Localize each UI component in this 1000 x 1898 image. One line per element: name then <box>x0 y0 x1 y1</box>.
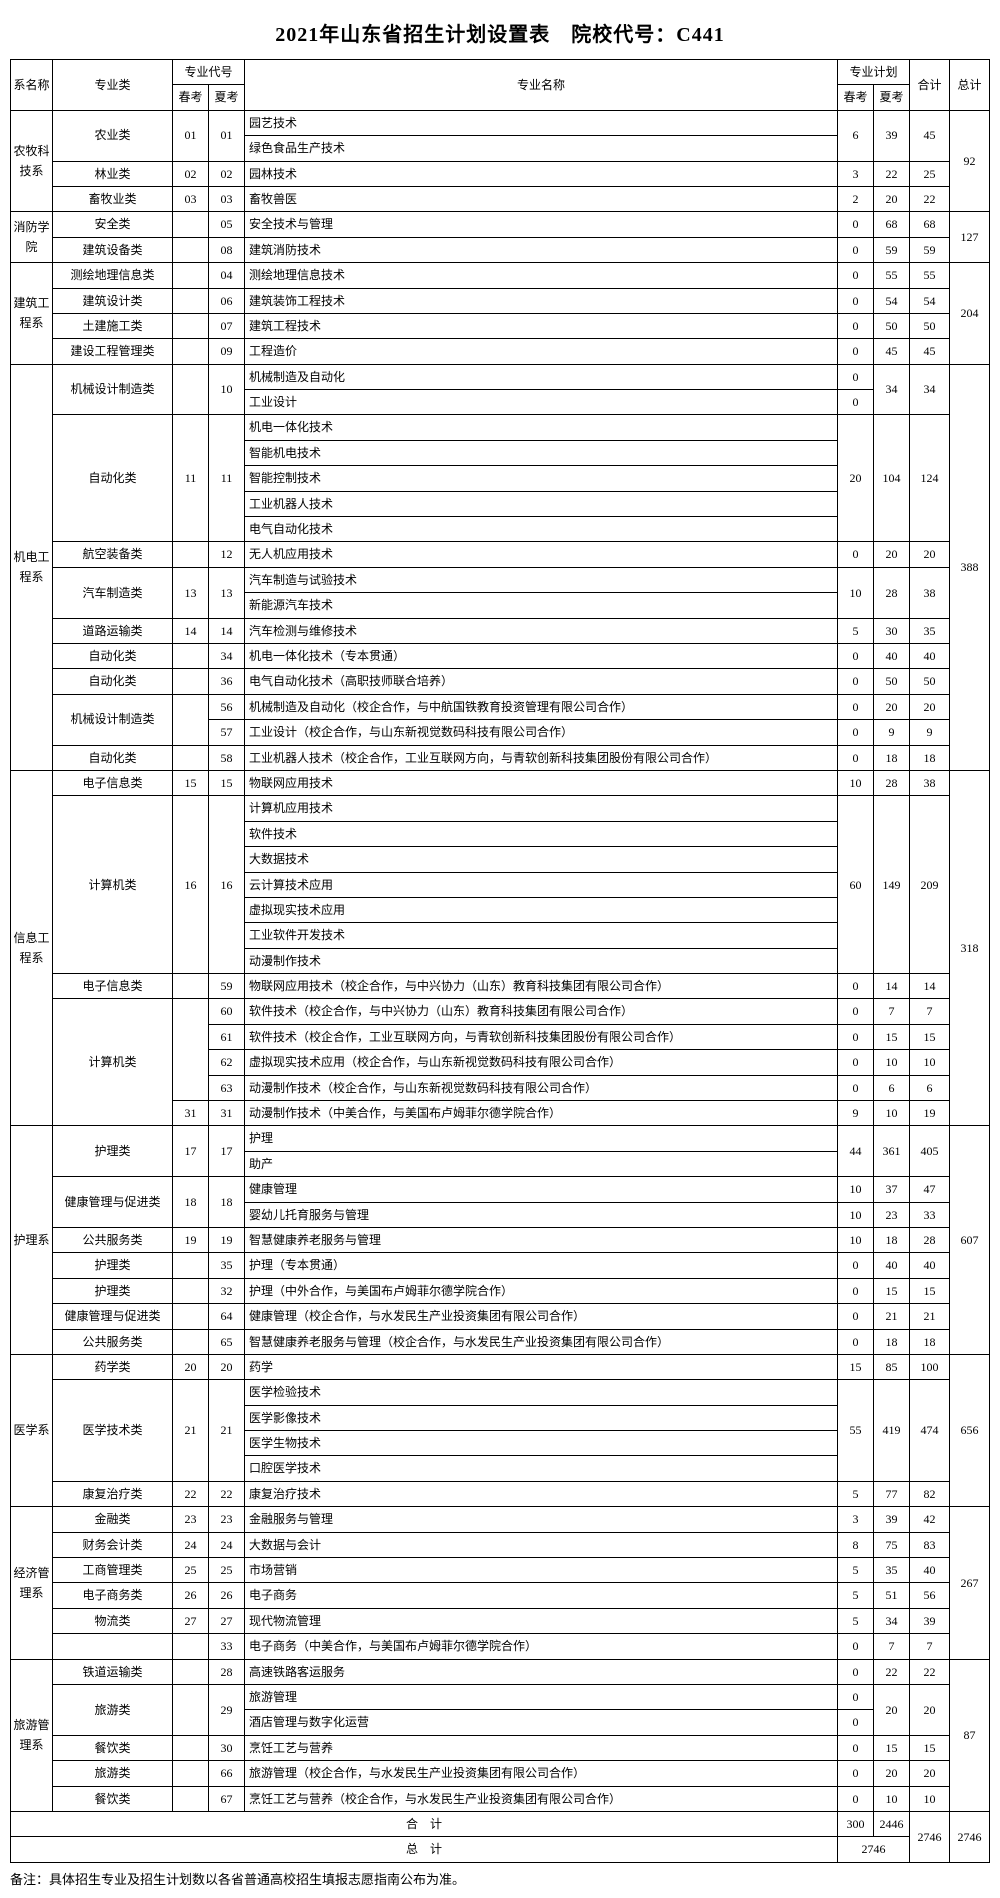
h-sum: 合计 <box>910 60 950 111</box>
table-row: 医学技术类2121 医学检验技术 55419474 <box>11 1380 990 1405</box>
table-row: 汽车制造类1313 汽车制造与试验技术 102838 <box>11 567 990 592</box>
cat-cell: 农业类 <box>53 110 173 161</box>
table-row: 建筑设计类06建筑装饰工程技术05454 <box>11 288 990 313</box>
h-total: 总计 <box>950 60 990 111</box>
table-row: 护理系 护理类1717 护理 44361405 607 <box>11 1126 990 1151</box>
table-row: 餐饮类67烹饪工艺与营养（校企合作，与水发民生产业投资集团有限公司合作）0101… <box>11 1786 990 1811</box>
total-label: 总 计 <box>11 1837 838 1862</box>
grand-sum: 2746 <box>910 1811 950 1862</box>
h-code-group: 专业代号 <box>173 60 245 85</box>
total-merged: 2746 <box>837 1837 909 1862</box>
h-code-spring: 春考 <box>173 85 209 110</box>
table-row: 康复治疗类2222康复治疗技术57782 <box>11 1481 990 1506</box>
sum-summer: 2446 <box>873 1811 909 1836</box>
h-plan-spring: 春考 <box>837 85 873 110</box>
sum-row: 合 计 300 2446 2746 2746 <box>11 1811 990 1836</box>
table-row: 建筑设备类08 建筑消防技术05959 <box>11 237 990 262</box>
enrollment-table: 系名称 专业类 专业代号 专业名称 专业计划 合计 总计 春考 夏考 春考 夏考… <box>10 59 990 1863</box>
table-row: 健康管理与促进类64健康管理（校企合作，与水发民生产业投资集团有限公司合作）02… <box>11 1304 990 1329</box>
total-row: 总 计 2746 <box>11 1837 990 1862</box>
table-row: 自动化类34机电一体化技术（专本贯通）04040 <box>11 643 990 668</box>
table-row: 畜牧业类0303 畜牧兽医22022 <box>11 186 990 211</box>
h-major-name: 专业名称 <box>245 60 838 111</box>
table-row: 旅游类29 旅游管理0 2020 <box>11 1685 990 1710</box>
table-row: 公共服务类65智慧健康养老服务与管理（校企合作，与水发民生产业投资集团有限公司合… <box>11 1329 990 1354</box>
h-category: 专业类 <box>53 60 173 111</box>
table-row: 旅游管理系 铁道运输类28 高速铁路客运服务02222 87 <box>11 1659 990 1684</box>
table-row: 航空装备类12无人机应用技术02020 <box>11 542 990 567</box>
sum-label: 合 计 <box>11 1811 838 1836</box>
table-row: 农牧科技系 农业类 01 01 园艺技术 6 39 45 92 <box>11 110 990 135</box>
table-row: 建筑工程系 测绘地理信息类04 测绘地理信息技术05555 204 <box>11 263 990 288</box>
table-row: 计算机类60 软件技术（校企合作，与中兴协力（山东）教育科技集团有限公司合作）0… <box>11 999 990 1024</box>
table-row: 健康管理与促进类1818 健康管理103747 <box>11 1177 990 1202</box>
sum-spring: 300 <box>837 1811 873 1836</box>
h-plan-summer: 夏考 <box>873 85 909 110</box>
table-row: 计算机类1616 计算机应用技术 60149209 <box>11 796 990 821</box>
table-row: 物流类2727现代物流管理53439 <box>11 1608 990 1633</box>
footnote: 备注：具体招生专业及招生计划数以各省普通高校招生填报志愿指南公布为准。 <box>10 1869 990 1888</box>
h-code-summer: 夏考 <box>209 85 245 110</box>
table-row: 旅游类66旅游管理（校企合作，与水发民生产业投资集团有限公司合作）02020 <box>11 1761 990 1786</box>
h-dept: 系名称 <box>11 60 53 111</box>
table-row: 机电工程系 机械设计制造类10 机械制造及自动化0 3434 388 <box>11 364 990 389</box>
h-plan-group: 专业计划 <box>837 60 909 85</box>
page-title: 2021年山东省招生计划设置表 院校代号：C441 <box>10 18 990 47</box>
table-row: 机械设计制造类56 机械制造及自动化（校企合作，与中航国铁教育投资管理有限公司合… <box>11 694 990 719</box>
table-row: 林业类0202 园林技术32225 <box>11 161 990 186</box>
table-row: 33电子商务（中美合作，与美国布卢姆菲尔德学院合作）077 <box>11 1634 990 1659</box>
table-row: 财务会计类2424大数据与会计87583 <box>11 1532 990 1557</box>
table-row: 工商管理类2525市场营销53540 <box>11 1558 990 1583</box>
table-row: 消防学院 安全类05 安全技术与管理06868 127 <box>11 212 990 237</box>
table-row: 护理类32护理（中外合作，与美国布卢姆菲尔德学院合作）01515 <box>11 1278 990 1303</box>
dept-cell: 农牧科技系 <box>11 110 53 212</box>
table-row: 道路运输类1414汽车检测与维修技术53035 <box>11 618 990 643</box>
table-row: 土建施工类07建筑工程技术05050 <box>11 313 990 338</box>
table-row: 餐饮类30烹饪工艺与营养01515 <box>11 1735 990 1760</box>
table-row: 护理类35护理（专本贯通）04040 <box>11 1253 990 1278</box>
table-row: 医学系 药学类2020 药学1585100 656 <box>11 1354 990 1379</box>
table-row: 公共服务类1919智慧健康养老服务与管理101828 <box>11 1227 990 1252</box>
table-row: 电子信息类59物联网应用技术（校企合作，与中兴协力（山东）教育科技集团有限公司合… <box>11 974 990 999</box>
table-row: 经济管理系 金融类2323 金融服务与管理33942 267 <box>11 1507 990 1532</box>
header-row-1: 系名称 专业类 专业代号 专业名称 专业计划 合计 总计 <box>11 60 990 85</box>
table-row: 自动化类58工业机器人技术（校企合作，工业互联网方向，与青软创新科技集团股份有限… <box>11 745 990 770</box>
table-row: 建设工程管理类09工程造价04545 <box>11 339 990 364</box>
table-row: 信息工程系 电子信息类1515 物联网应用技术102838 318 <box>11 770 990 795</box>
grand-total: 2746 <box>950 1811 990 1862</box>
table-row: 自动化类1111 机电一体化技术 20104124 <box>11 415 990 440</box>
table-row: 自动化类36电气自动化技术（高职技师联合培养）05050 <box>11 669 990 694</box>
